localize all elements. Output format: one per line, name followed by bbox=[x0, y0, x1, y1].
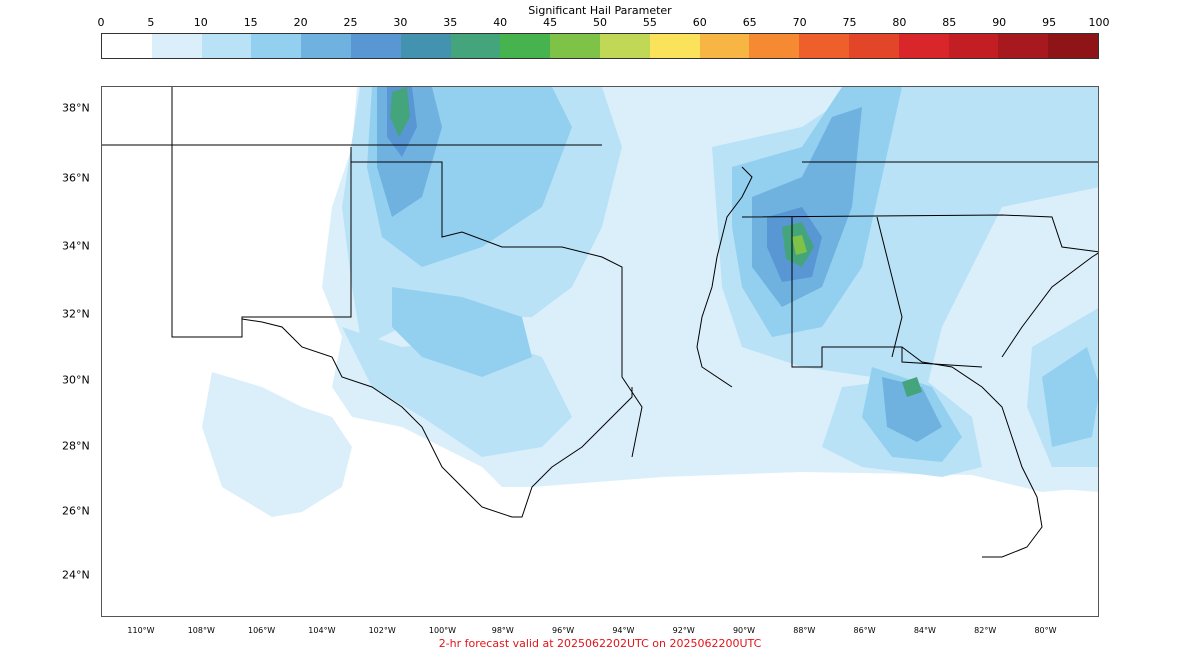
field-region-west bbox=[202, 372, 352, 517]
longitude-label: 92°W bbox=[672, 626, 695, 635]
border-ms-al bbox=[791, 217, 983, 368]
colorbar-tick-label: 75 bbox=[842, 16, 857, 29]
field-region-green-ok bbox=[390, 87, 410, 137]
border-al-ga bbox=[876, 216, 903, 358]
colorbar-title: Significant Hail Parameter bbox=[528, 4, 672, 17]
colorbar-tick-label: 60 bbox=[692, 16, 707, 29]
colorbar-segment-0 bbox=[102, 34, 152, 58]
colorbar-tick-label: 45 bbox=[543, 16, 558, 29]
colorbar-tick-label: 50 bbox=[593, 16, 607, 29]
colorbar-tick-label: 0 bbox=[97, 16, 105, 29]
colorbar-tick-labels: 0 5 10 15 20 25 30 35 40 45 50 55 60 65 70 75 80 85 90 95 10… bbox=[0, 16, 1200, 30]
border-ok-tx bbox=[171, 87, 352, 338]
border-atlantic-coast bbox=[1001, 252, 1098, 358]
longitude-label: 106°W bbox=[248, 626, 276, 635]
colorbar-segment-16 bbox=[898, 34, 949, 58]
colorbar-segment-11 bbox=[649, 34, 700, 58]
longitude-label: 84°W bbox=[913, 626, 936, 635]
map-panel bbox=[101, 86, 1099, 617]
colorbar-segment-9 bbox=[550, 34, 600, 58]
colorbar-tick-label: 70 bbox=[792, 16, 807, 29]
colorbar-segment-3 bbox=[251, 34, 302, 58]
border-ms-river bbox=[696, 166, 753, 388]
colorbar-tick-label: 5 bbox=[147, 16, 155, 29]
latitude-label: 26°N bbox=[62, 504, 90, 518]
colorbar-tick-label: 100 bbox=[1088, 16, 1110, 29]
latitude-label: 38°N bbox=[62, 101, 90, 115]
colorbar-segment-14 bbox=[799, 34, 849, 58]
field-region-mid2-fl bbox=[882, 377, 942, 442]
border-tx-east bbox=[351, 161, 643, 458]
border-fl-coast bbox=[901, 346, 1043, 558]
colorbar-tick-label: 15 bbox=[243, 16, 258, 29]
longitude-label: 96°W bbox=[552, 626, 575, 635]
longitude-label: 82°W bbox=[974, 626, 997, 635]
colorbar-segment-7 bbox=[450, 34, 501, 58]
colorbar-tick-label: 80 bbox=[892, 16, 907, 29]
latitude-label: 28°N bbox=[62, 439, 90, 453]
colorbar-segment-19 bbox=[1048, 34, 1098, 58]
colorbar-tick-label: 85 bbox=[942, 16, 957, 29]
colorbar-segment-18 bbox=[998, 34, 1049, 58]
field-region-mid-tx bbox=[392, 287, 532, 377]
colorbar-segment-6 bbox=[400, 34, 451, 58]
latitude-label: 32°N bbox=[62, 307, 90, 321]
colorbar-tick-label: 40 bbox=[493, 16, 508, 29]
longitude-label: 108°W bbox=[187, 626, 215, 635]
field-region-green-fl bbox=[902, 377, 922, 397]
colorbar-segment-17 bbox=[948, 34, 999, 58]
longitude-label: 80°W bbox=[1034, 626, 1057, 635]
colorbar-segment-10 bbox=[599, 34, 650, 58]
longitude-label: 110°W bbox=[127, 626, 155, 635]
state-borders bbox=[102, 87, 1098, 558]
latitude-label: 34°N bbox=[62, 239, 90, 253]
latitude-label: 24°N bbox=[62, 568, 90, 582]
colorbar-tick-label: 25 bbox=[343, 16, 358, 29]
colorbar-tick-label: 20 bbox=[293, 16, 308, 29]
colorbar-tick-label: 55 bbox=[642, 16, 657, 29]
colorbar bbox=[101, 33, 1099, 59]
colorbar-tick-label: 30 bbox=[393, 16, 408, 29]
colorbar-tick-label: 10 bbox=[193, 16, 208, 29]
border-tn bbox=[741, 214, 1098, 253]
longitude-label: 88°W bbox=[793, 626, 816, 635]
colorbar-segment-1 bbox=[151, 34, 202, 58]
colorbar-segment-5 bbox=[350, 34, 401, 58]
longitude-label: 90°W bbox=[732, 626, 756, 635]
field-region-mid-atl bbox=[1042, 347, 1098, 447]
colorbar-segment-8 bbox=[500, 34, 551, 58]
colorbar-segment-2 bbox=[201, 34, 252, 58]
field-region-lime-ms bbox=[792, 235, 807, 255]
border-tx-coast bbox=[241, 318, 633, 518]
map-canvas bbox=[102, 87, 1098, 558]
colorbar-segment-13 bbox=[749, 34, 800, 58]
colorbar-tick-label: 90 bbox=[992, 16, 1007, 29]
longitude-label: 98°W bbox=[491, 626, 514, 635]
latitude-label: 30°N bbox=[62, 373, 90, 387]
colorbar-tick-label: 95 bbox=[1042, 16, 1057, 29]
forecast-valid-caption: 2-hr forecast valid at 2025062202UTC on … bbox=[438, 637, 762, 650]
longitude-label: 104°W bbox=[308, 626, 336, 635]
colorbar-segment-15 bbox=[848, 34, 899, 58]
colorbar-tick-label: 65 bbox=[742, 16, 757, 29]
longitude-label: 102°W bbox=[368, 626, 396, 635]
colorbar-segment-12 bbox=[699, 34, 750, 58]
colorbar-tick-label: 35 bbox=[443, 16, 458, 29]
hail-parameter-field bbox=[202, 87, 1098, 517]
latitude-label: 36°N bbox=[62, 171, 90, 185]
colorbar-segment-4 bbox=[301, 34, 351, 58]
longitude-label: 100°W bbox=[428, 626, 457, 635]
longitude-label: 94°W bbox=[612, 626, 635, 635]
longitude-label: 86°W bbox=[853, 626, 876, 635]
